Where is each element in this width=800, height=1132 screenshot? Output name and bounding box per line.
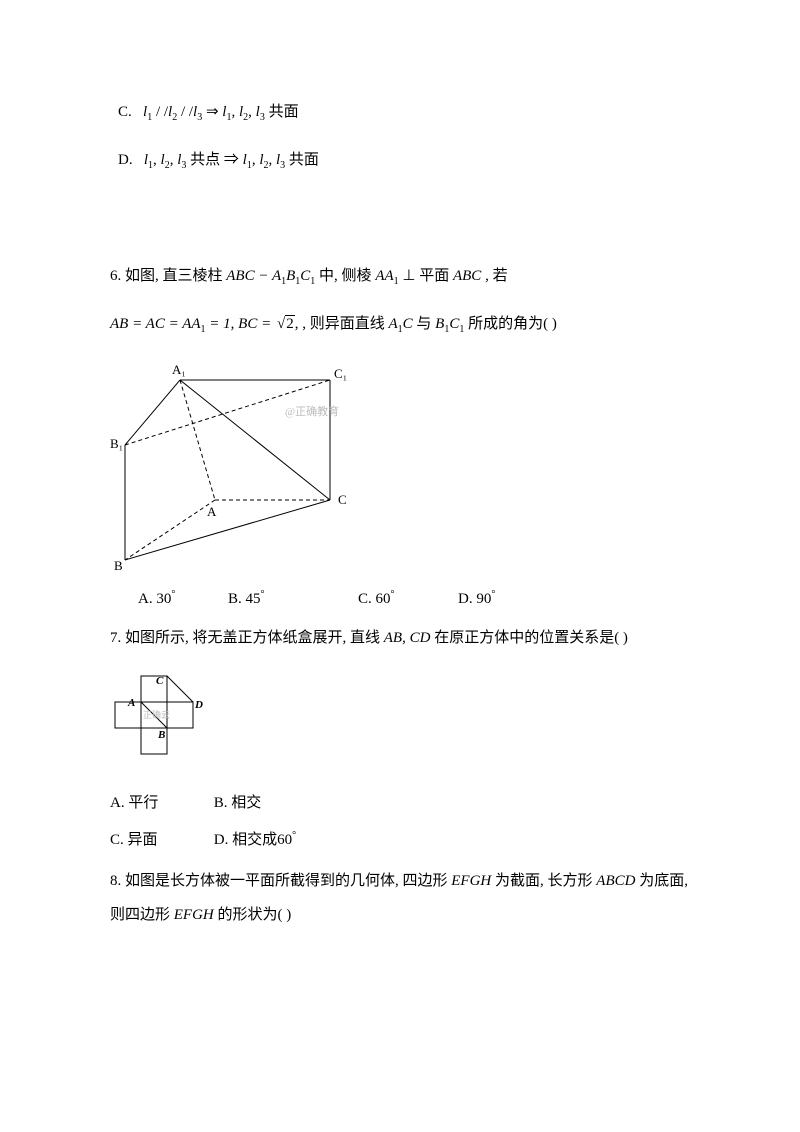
- option-d-prefix: D.: [118, 152, 133, 168]
- option-c-prefix: C.: [118, 104, 132, 120]
- label-a1: A₁: [172, 362, 186, 377]
- label-a: A: [127, 697, 135, 709]
- q7-figure: A B C D 正确云: [110, 672, 690, 777]
- watermark: 正确云: [143, 709, 170, 720]
- q7-options-row2: C. 异面 D. 相交成 60°: [110, 828, 690, 849]
- option-d: D. l1, l2, l3 共点 ⇒ l1, l2, l3 共面: [110, 148, 690, 174]
- label-c: C: [338, 492, 347, 507]
- q7-text: 7. 如图所示, 将无盖正方体纸盒展开, 直线 AB, CD 在原正方体中的位置…: [110, 626, 690, 650]
- label-c1: C₁: [334, 366, 347, 381]
- label-a: A: [207, 504, 217, 519]
- label-b1: B₁: [110, 436, 123, 451]
- label-d: D: [194, 699, 203, 711]
- option-c: C. l1 / /l2 / /l3 ⇒ l1, l2, l3 共面: [110, 100, 690, 126]
- q6-figure: A₁ C₁ B₁ A C B @正确教育: [110, 360, 690, 575]
- q6-line1: 6. 如图, 直三棱柱 ABC − A1B1C1 中, 侧棱 AA1 ⊥ 平面 …: [110, 264, 690, 290]
- label-b: B: [114, 558, 123, 570]
- label-b: B: [157, 729, 165, 741]
- q6-options: A. 30° B. 45° C. 60° D. 90°: [110, 589, 690, 608]
- q8-line2: 则四边形 EFGH 的形状为( ): [110, 903, 690, 927]
- watermark: @正确教育: [285, 404, 339, 418]
- q6-line2: AB = AC = AA1 = 1, BC = 2, , 则异面直线 A1C 与…: [110, 312, 690, 338]
- q7-options-row1: A. 平行 B. 相交: [110, 791, 690, 812]
- q8-line1: 8. 如图是长方体被一平面所截得到的几何体, 四边形 EFGH 为截面, 长方形…: [110, 869, 690, 893]
- label-c: C: [156, 675, 164, 687]
